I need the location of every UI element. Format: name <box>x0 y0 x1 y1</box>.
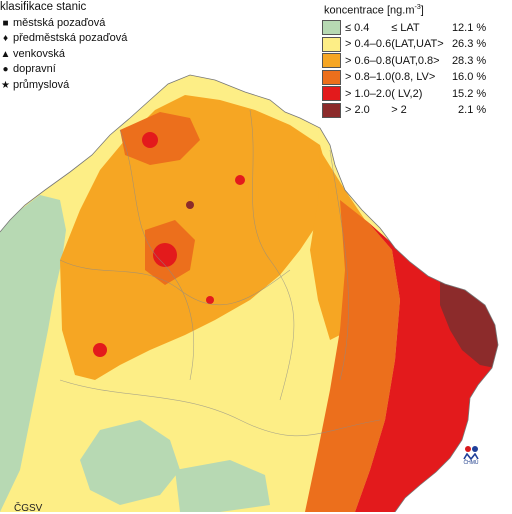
concentration-legend-table: ≤ 0.4 ≤ LAT 12.1 % > 0.4–0.6 (LAT,UAT> 26.3 %… <box>322 20 486 119</box>
cut-off-text: ČGSV <box>14 503 43 514</box>
legend-class: (UAT,0.8> <box>391 54 440 67</box>
station-legend-item: ♦ předměstská pozaďová <box>0 31 127 47</box>
station-legend-label: městská pozaďová <box>13 16 106 29</box>
concentration-legend-row: > 2.0 > 2 2.1 % <box>322 102 486 119</box>
logo-wave-icon <box>463 453 479 460</box>
logo-dot-red <box>464 446 471 452</box>
concentration-legend-row: ≤ 0.4 ≤ LAT 12.1 % <box>322 20 486 37</box>
legend-percent: 15.2 % <box>451 87 487 100</box>
station-legend-item: ● dopravní <box>0 62 127 78</box>
concentration-legend-row: > 0.8–1.0 (0.8, LV> 16.0 % <box>322 69 486 86</box>
legend-range: > 0.4–0.6 <box>345 38 392 51</box>
legend-range: > 1.0–2.0 <box>345 87 392 100</box>
station-legend-item: ▲ venkovská <box>0 47 127 63</box>
star-icon: ★ <box>1 79 10 91</box>
triangle-icon: ▲ <box>0 48 11 60</box>
logo-text: ČHMÚ <box>463 460 479 466</box>
square-icon: ■ <box>2 17 9 29</box>
station-legend-label: dopravní <box>13 63 56 75</box>
legend-percent: 16.0 % <box>451 71 487 84</box>
station-legend-item: ■ městská pozaďová <box>0 16 127 32</box>
legend-class: > 2 <box>391 104 407 117</box>
station-legend-label: předměstská pozaďová <box>13 32 128 44</box>
diamond-icon: ♦ <box>2 33 9 44</box>
legend-range: > 0.8–1.0 <box>345 71 392 84</box>
station-legend-title: klasifikace stanic <box>0 1 87 13</box>
concentration-legend: koncentrace [ng.m-3] ≤ 0.4 ≤ LAT 12.1 % > 0… <box>322 4 486 119</box>
logo-dot-blue <box>471 446 478 452</box>
circle-icon: ● <box>2 64 9 75</box>
station-legend-item: ★ průmyslová <box>0 78 127 94</box>
legend-class: ≤ LAT <box>391 21 420 34</box>
legend-range: > 2.0 <box>345 104 370 117</box>
legend-swatch <box>322 86 341 103</box>
legend-percent: 2.1 % <box>458 104 487 117</box>
legend-swatch <box>322 36 341 53</box>
legend-range: ≤ 0.4 <box>345 21 370 34</box>
legend-percent: 12.1 % <box>451 21 487 34</box>
legend-percent: 28.3 % <box>451 54 487 67</box>
legend-swatch <box>322 69 341 86</box>
station-legend-label: průmyslová <box>13 78 70 91</box>
legend-range: > 0.6–0.8 <box>345 54 392 67</box>
legend-swatch <box>322 102 341 119</box>
station-legend-label: venkovská <box>13 47 65 60</box>
legend-class: ( LV,2) <box>391 87 423 100</box>
concentration-legend-title: koncentrace [ng.m-3] <box>324 4 424 17</box>
station-classification-legend: klasifikace stanic ■ městská pozaďová ♦ … <box>0 0 127 93</box>
legend-percent: 26.3 % <box>451 38 487 51</box>
chmu-logo: ČHMÚ <box>460 446 482 470</box>
concentration-legend-row: > 0.6–0.8 (UAT,0.8> 28.3 % <box>322 53 486 70</box>
concentration-legend-row: > 0.4–0.6 (LAT,UAT> 26.3 % <box>322 36 486 53</box>
legend-class: (LAT,UAT> <box>391 38 444 51</box>
legend-swatch <box>322 20 341 37</box>
legend-class: (0.8, LV> <box>391 71 436 84</box>
concentration-legend-row: > 1.0–2.0( LV,2) 15.2 % <box>322 86 486 103</box>
legend-swatch <box>322 53 341 70</box>
